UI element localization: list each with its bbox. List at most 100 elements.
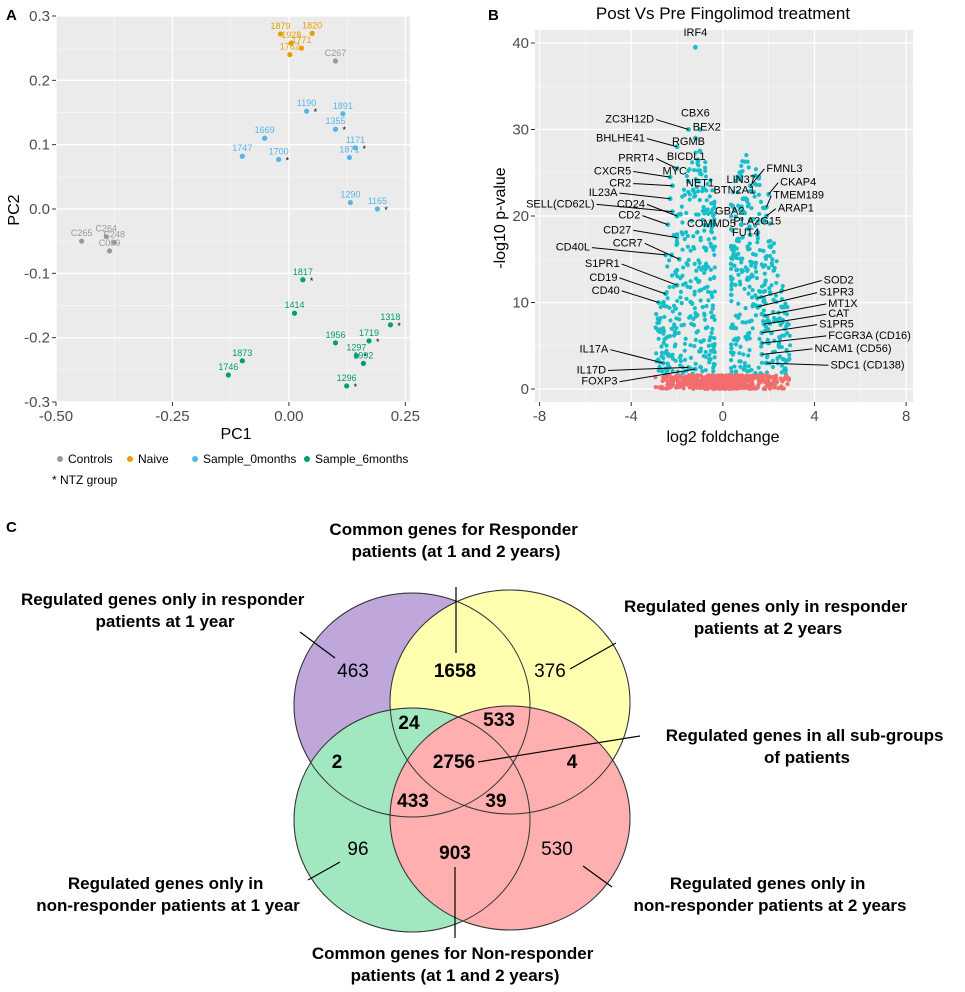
volcano-significant-point — [760, 219, 765, 224]
venn-outline-n1 — [293, 707, 531, 933]
legend-dot-Sample_0months — [192, 456, 198, 462]
volcano-gene-point-MT1X — [761, 313, 767, 318]
volcano-gene-label-S1PR1: S1PR1 — [585, 258, 620, 270]
volcano-significant-point — [682, 192, 687, 198]
volcano-significant-point — [737, 351, 742, 356]
volcano-nonsignificant-point — [775, 386, 781, 391]
volcano-significant-point — [752, 223, 758, 228]
volcano-significant-point — [695, 168, 700, 173]
volcano-significant-point — [780, 283, 785, 289]
volcano-significant-point — [694, 212, 699, 217]
volcano-significant-point — [684, 210, 689, 216]
volcano-significant-point — [697, 288, 702, 293]
volcano-significant-point — [736, 301, 741, 306]
volcano-significant-point — [737, 177, 743, 182]
label-n1-only-line2: non-responder patients at 1 year — [36, 896, 300, 915]
venn-leader-lines — [299, 587, 641, 938]
volcano-gene-label-NET1: NET1 — [686, 178, 714, 190]
volcano-significant-point — [703, 368, 708, 373]
pca-point-1871 — [346, 154, 353, 161]
pca-point-label-1700: 1700 — [269, 146, 289, 156]
volcano-significant-point — [749, 272, 754, 277]
volcano-significant-point — [669, 354, 675, 359]
volcano-significant-point — [694, 268, 699, 273]
pca-point-1746 — [225, 372, 231, 378]
volcano-plot: Post Vs Pre Fingolimod treatment IRF4 ZC3… — [492, 4, 913, 446]
volcano-nonsignificant-point — [711, 373, 716, 378]
pca-point-label-1762: 1762 — [280, 42, 300, 52]
venn-count-r1-n1: 2 — [332, 752, 343, 773]
volcano-leader-IL23A — [619, 192, 671, 200]
legend-dot-Sample_6months — [304, 456, 310, 462]
volcano-leader-CXCR5 — [633, 170, 671, 178]
volcano-significant-point — [693, 276, 699, 281]
pca-ntz-marker: * — [376, 337, 380, 347]
volcano-leader-FOXP3 — [619, 368, 696, 383]
volcano-nonsignificant-point — [728, 375, 734, 380]
volcano-nonsignificant-point — [707, 380, 712, 385]
volcano-significant-point — [708, 335, 713, 340]
volcano-significant-point — [685, 244, 690, 249]
volcano-significant-point — [770, 257, 775, 262]
volcano-leader-IL17D — [607, 366, 689, 371]
volcano-gene-label-CD40: CD40 — [592, 285, 620, 297]
volcano-significant-point — [747, 319, 752, 324]
venn-count-r2-n1-n2: 39 — [485, 791, 506, 812]
volcano-nonsignificant-point — [761, 386, 766, 391]
volcano-significant-point — [773, 293, 779, 298]
volcano-significant-point — [654, 326, 659, 331]
volcano-significant-point — [699, 339, 704, 344]
volcano-significant-point — [700, 369, 705, 374]
volcano-significant-point — [711, 247, 716, 253]
volcano-significant-point — [749, 263, 754, 268]
panel-letter-c: C — [6, 519, 17, 536]
volcano-significant-point — [752, 194, 757, 199]
volcano-significant-point — [761, 248, 766, 254]
volcano-significant-point — [704, 246, 709, 251]
volcano-significant-point — [681, 187, 687, 192]
label-r2-only-line1: Regulated genes only in responder — [624, 597, 908, 616]
legend-ntz-note: * NTZ group — [52, 473, 118, 487]
pca-point-C267 — [332, 58, 339, 64]
volcano-significant-point — [784, 312, 789, 317]
volcano-leader-CD40L — [591, 247, 666, 256]
volcano-significant-point — [751, 189, 757, 195]
volcano-leader-BHLHE41 — [646, 138, 678, 148]
venn-outline-r1 — [293, 592, 531, 818]
venn-count-n2-only: 530 — [541, 839, 573, 860]
volcano-significant-point — [736, 272, 741, 277]
volcano-significant-point — [749, 205, 754, 211]
leader-n1-only — [307, 861, 341, 881]
volcano-significant-point — [669, 273, 675, 278]
volcano-leader-S1PR3 — [757, 292, 818, 308]
volcano-significant-point — [771, 297, 776, 302]
pca-y-tick-label: -0.2 — [24, 330, 50, 347]
volcano-significant-point — [678, 295, 683, 300]
volcano-significant-point — [703, 349, 708, 355]
volcano-significant-point — [709, 225, 714, 230]
pca-point-1879 — [277, 31, 284, 37]
volcano-significant-point — [694, 330, 699, 335]
pca-point-label-1820: 1820 — [302, 20, 322, 30]
legend-label-Controls: Controls — [68, 452, 113, 466]
volcano-title: Post Vs Pre Fingolimod treatment — [596, 4, 850, 23]
pca-point-C264 — [103, 234, 109, 240]
volcano-significant-point — [688, 279, 693, 284]
volcano-significant-point — [729, 369, 734, 374]
volcano-nonsignificant-point — [690, 378, 695, 383]
volcano-significant-point — [702, 228, 707, 233]
volcano-nonsignificant-point — [704, 382, 709, 387]
volcano-significant-point — [688, 285, 693, 290]
volcano-nonsignificant-point — [768, 384, 773, 389]
volcano-nonsignificant-point — [770, 374, 776, 380]
pca-y-tick-label: 0.2 — [29, 72, 50, 89]
pca-x-tick-label: -0.50 — [39, 408, 73, 425]
volcano-gene-label-BICDL1: BICDL1 — [667, 151, 706, 163]
volcano-significant-point — [757, 182, 762, 188]
volcano-gene-label-SDC1 (CD138): SDC1 (CD138) — [831, 359, 905, 371]
volcano-significant-point — [686, 168, 691, 173]
label-common-nonresponder-line1: Common genes for Non-responder — [312, 944, 594, 963]
volcano-significant-point — [679, 204, 684, 209]
volcano-significant-point — [763, 263, 768, 268]
volcano-significant-point — [730, 190, 735, 195]
